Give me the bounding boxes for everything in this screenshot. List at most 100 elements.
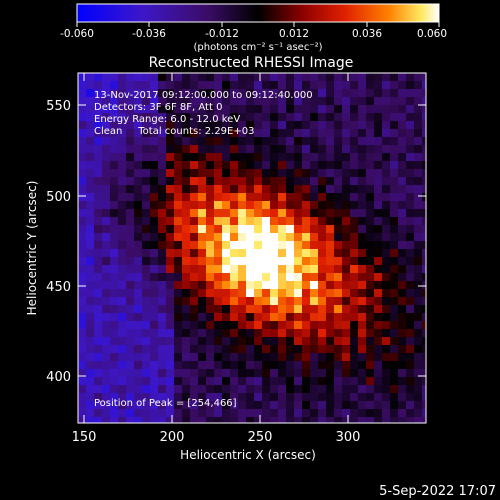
image-pixel — [166, 369, 174, 377]
image-pixel — [270, 233, 278, 241]
image-pixel — [310, 177, 318, 185]
image-pixel — [358, 217, 366, 225]
image-pixel — [110, 169, 118, 177]
image-pixel — [350, 97, 358, 105]
image-pixel — [358, 161, 366, 169]
image-pixel — [126, 353, 134, 361]
image-pixel — [166, 329, 174, 337]
image-pixel — [86, 97, 94, 105]
image-pixel — [270, 193, 278, 201]
image-pixel — [86, 281, 94, 289]
image-pixel — [182, 257, 190, 265]
image-pixel — [262, 97, 270, 105]
image-pixel — [342, 145, 350, 153]
image-pixel — [262, 201, 270, 209]
image-pixel — [286, 369, 294, 377]
image-pixel — [222, 281, 230, 289]
image-pixel — [406, 329, 414, 337]
image-pixel — [318, 329, 326, 337]
image-pixel — [118, 249, 126, 257]
image-pixel — [326, 273, 334, 281]
image-pixel — [278, 121, 286, 129]
image-pixel — [198, 201, 206, 209]
image-pixel — [214, 369, 222, 377]
image-pixel — [286, 129, 294, 137]
image-pixel — [246, 321, 254, 329]
image-pixel — [102, 105, 110, 113]
image-pixel — [190, 169, 198, 177]
image-pixel — [318, 337, 326, 345]
image-pixel — [326, 361, 334, 369]
image-pixel — [254, 409, 262, 417]
image-pixel — [214, 201, 222, 209]
image-pixel — [238, 417, 246, 423]
image-pixel — [238, 257, 246, 265]
image-pixel — [198, 137, 206, 145]
image-pixel — [374, 201, 382, 209]
image-pixel — [150, 337, 158, 345]
image-pixel — [398, 233, 406, 241]
image-pixel — [262, 265, 270, 273]
image-pixel — [94, 153, 102, 161]
image-pixel — [318, 417, 326, 423]
image-pixel — [222, 185, 230, 193]
image-pixel — [158, 337, 166, 345]
image-pixel — [310, 185, 318, 193]
image-pixel — [118, 113, 126, 121]
image-pixel — [190, 281, 198, 289]
image-pixel — [230, 377, 238, 385]
image-pixel — [150, 81, 158, 89]
image-pixel — [166, 241, 174, 249]
image-pixel — [214, 305, 222, 313]
image-pixel — [174, 289, 182, 297]
image-pixel — [318, 353, 326, 361]
image-pixel — [350, 353, 358, 361]
image-pixel — [102, 121, 110, 129]
image-pixel — [358, 393, 366, 401]
image-pixel — [142, 233, 150, 241]
image-pixel — [166, 337, 174, 345]
image-pixel — [246, 409, 254, 417]
image-pixel — [126, 409, 134, 417]
image-pixel — [198, 161, 206, 169]
image-pixel — [366, 345, 374, 353]
image-pixel — [262, 225, 270, 233]
image-pixel — [270, 113, 278, 121]
image-pixel — [414, 353, 422, 361]
image-pixel — [134, 401, 142, 409]
image-pixel — [126, 329, 134, 337]
image-pixel — [246, 201, 254, 209]
image-pixel — [182, 313, 190, 321]
image-pixel — [310, 409, 318, 417]
image-pixel — [310, 329, 318, 337]
image-pixel — [166, 289, 174, 297]
image-pixel — [238, 81, 246, 89]
image-pixel — [406, 409, 414, 417]
image-pixel — [374, 105, 382, 113]
image-pixel — [86, 153, 94, 161]
image-pixel — [238, 137, 246, 145]
image-pixel — [326, 337, 334, 345]
image-pixel — [190, 201, 198, 209]
image-pixel — [198, 409, 206, 417]
image-pixel — [86, 209, 94, 217]
image-pixel — [318, 321, 326, 329]
image-pixel — [358, 377, 366, 385]
image-pixel — [166, 129, 174, 137]
image-pixel — [302, 145, 310, 153]
image-pixel — [350, 273, 358, 281]
image-pixel — [294, 121, 302, 129]
image-pixel — [374, 225, 382, 233]
image-pixel — [254, 393, 262, 401]
image-pixel — [126, 225, 134, 233]
colorbar-unit-label: (photons cm⁻² s⁻¹ asec⁻²) — [193, 42, 322, 53]
image-pixel — [94, 217, 102, 225]
image-pixel — [422, 233, 426, 241]
image-pixel — [374, 233, 382, 241]
image-pixel — [118, 353, 126, 361]
image-pixel — [398, 209, 406, 217]
image-pixel — [214, 353, 222, 361]
image-pixel — [342, 89, 350, 97]
image-pixel — [230, 281, 238, 289]
image-pixel — [134, 145, 142, 153]
